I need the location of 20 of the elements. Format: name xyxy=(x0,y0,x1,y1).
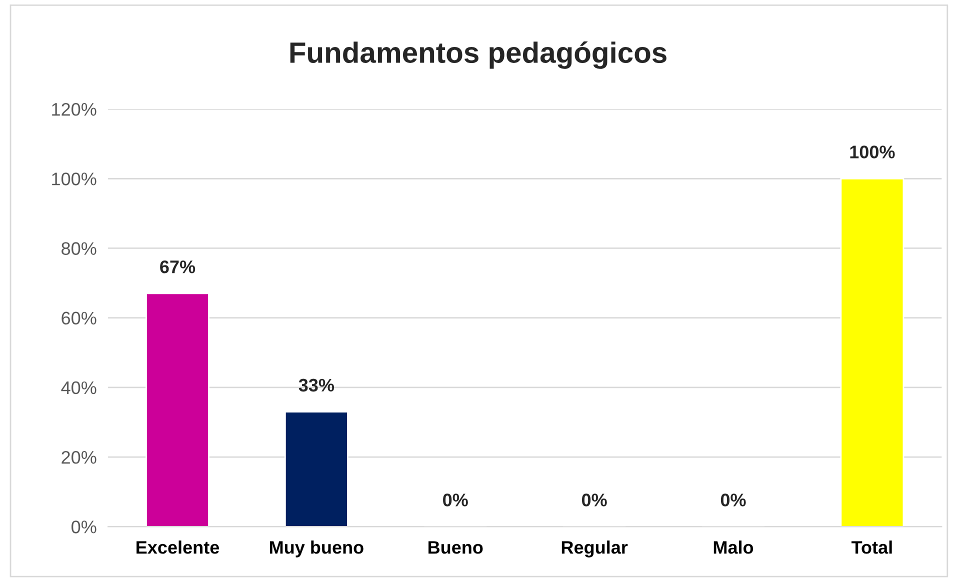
data-label: 0% xyxy=(582,494,607,506)
x-tick-label: Malo xyxy=(714,540,754,554)
y-tick-label: 0% xyxy=(72,520,96,534)
data-label: 0% xyxy=(720,494,746,506)
y-tick-label: 80% xyxy=(62,242,96,255)
data-label: 67% xyxy=(160,260,196,274)
y-tick-label: 20% xyxy=(62,450,96,464)
data-label: 33% xyxy=(298,378,334,392)
chart-title: Fundamentos pedagógicos xyxy=(290,41,666,69)
x-tick-label: Regular xyxy=(562,540,628,558)
data-label: 0% xyxy=(443,494,468,506)
x-tick-label: Muy bueno xyxy=(270,540,364,558)
y-tick-label: 120% xyxy=(52,102,96,116)
y-tick-label: 60% xyxy=(62,312,96,325)
x-tick-label: Excelente xyxy=(136,540,220,554)
x-tick-label: Total xyxy=(851,540,892,554)
data-label: 100% xyxy=(850,146,895,158)
x-tick-label: Bueno xyxy=(428,541,483,554)
y-tick-label: 100% xyxy=(52,172,96,186)
y-tick-label: 40% xyxy=(61,381,96,394)
